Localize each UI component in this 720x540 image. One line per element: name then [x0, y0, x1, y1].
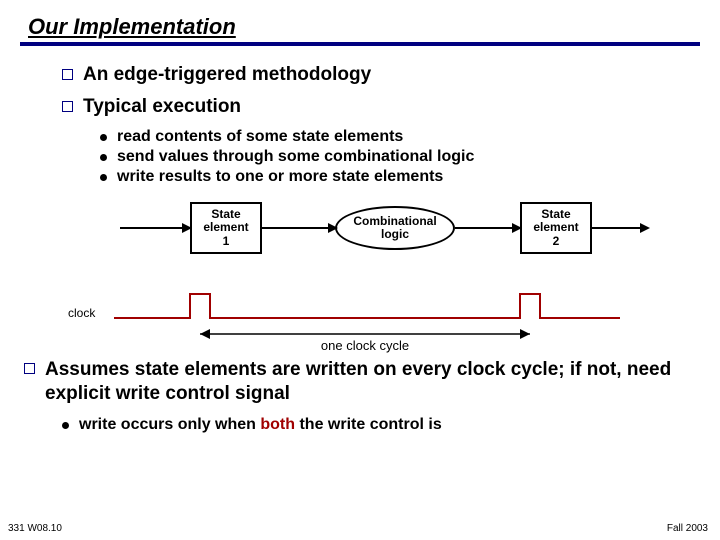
text-part: write occurs only when: [79, 416, 260, 433]
dot-bullet-icon: [62, 422, 69, 429]
sub-bullet-item: send values through some combinational l…: [100, 148, 720, 166]
sub-bullet-text: write occurs only when both the write co…: [79, 416, 442, 434]
box-line: logic: [337, 228, 453, 241]
sub-bullet-item: write occurs only when both the write co…: [62, 416, 720, 434]
sub-bullet-text: write results to one or more state eleme…: [117, 168, 443, 186]
clock-svg: one clock cycle: [100, 284, 660, 356]
state-element-1-box: State element 1: [190, 202, 262, 254]
square-bullet-icon: [62, 69, 73, 80]
pipeline-diagram: State element 1 Combinational logic Stat…: [100, 194, 660, 284]
bullet-item-2: Typical execution: [62, 96, 720, 118]
sub-bullet-item: write results to one or more state eleme…: [100, 168, 720, 186]
text-part: the write control is: [295, 416, 442, 433]
box-line: 2: [522, 235, 590, 248]
content-area: An edge-triggered methodology Typical ex…: [0, 46, 720, 434]
box-line: element: [522, 221, 590, 234]
clock-label: clock: [68, 306, 95, 320]
page-title: Our Implementation: [28, 14, 236, 40]
box-line: element: [192, 221, 260, 234]
clock-waveform: clock one clock cycle: [100, 284, 660, 344]
sub-bullet-text: read contents of some state elements: [117, 128, 403, 146]
state-element-2-box: State element 2: [520, 202, 592, 254]
svg-text:one clock cycle: one clock cycle: [321, 338, 409, 353]
footer-left: 331 W08.10: [8, 523, 62, 534]
bullet-text: An edge-triggered methodology: [83, 64, 371, 86]
sub-bullet-text: send values through some combinational l…: [117, 148, 474, 166]
dot-bullet-icon: [100, 174, 107, 181]
square-bullet-icon: [62, 101, 73, 112]
emphasis-both: both: [260, 416, 295, 433]
dot-bullet-icon: [100, 134, 107, 141]
bullet-item-1: An edge-triggered methodology: [62, 64, 720, 86]
sub-bullet-item: read contents of some state elements: [100, 128, 720, 146]
square-bullet-icon: [24, 363, 35, 374]
bullet-text: Assumes state elements are written on ev…: [45, 358, 690, 406]
sub-bullet-list: read contents of some state elements sen…: [100, 128, 720, 186]
bullet-item-3: Assumes state elements are written on ev…: [62, 358, 720, 406]
combinational-logic-ellipse: Combinational logic: [335, 206, 455, 250]
footer-right: Fall 2003: [667, 523, 708, 534]
dot-bullet-icon: [100, 154, 107, 161]
bullet-text: Typical execution: [83, 96, 241, 118]
box-line: 1: [192, 235, 260, 248]
